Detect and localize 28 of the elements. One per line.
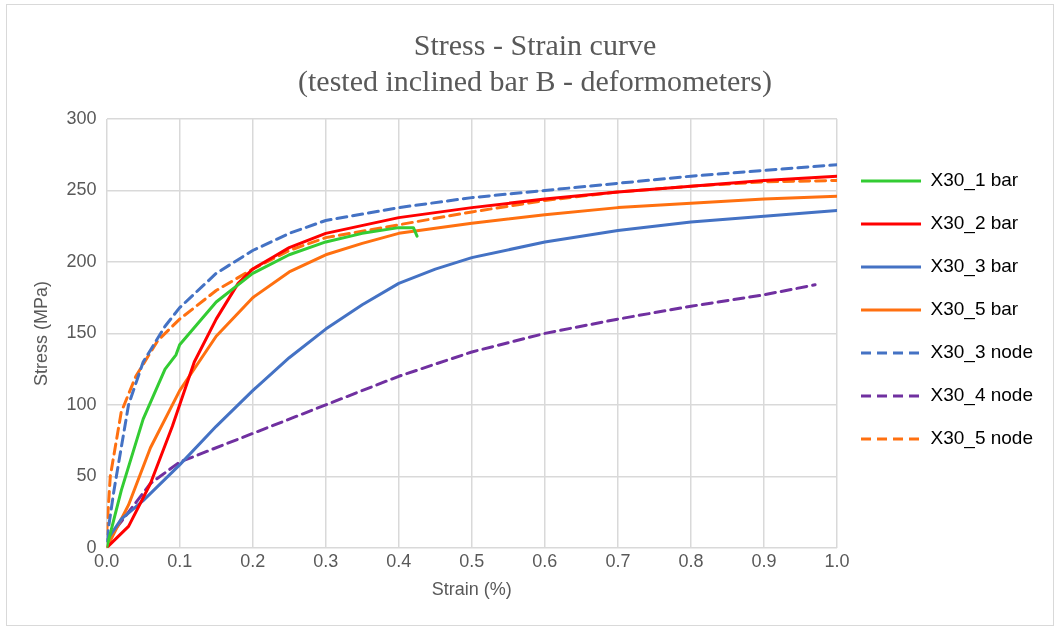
x-axis-title: Strain (%) [431,579,512,600]
y-tick-label: 150 [66,322,97,343]
x-tick-label: 1.0 [824,550,850,571]
y-tick-label: 100 [66,393,97,414]
chart-subtitle: (tested inclined bar B - deformometers) [298,63,772,98]
y-axis-title: Stress (MPa) [30,280,51,386]
x-tick-label: 0.7 [605,550,631,571]
x-tick-label: 0.3 [313,550,339,571]
x-tick-label: 0.1 [167,550,193,571]
y-tick-label: 250 [66,179,97,200]
legend-label: X30_4 node [930,384,1034,407]
y-tick-label: 200 [66,250,97,271]
y-tick-label: 50 [76,465,97,486]
x-tick-label: 0.2 [240,550,266,571]
x-tick-label: 0.5 [459,550,485,571]
y-tick-label: 300 [66,107,97,128]
legend-label: X30_3 node [930,341,1034,364]
x-tick-label: 0.4 [386,550,412,571]
legend-label: X30_1 bar [930,169,1019,192]
legend-label: X30_3 bar [930,255,1019,278]
legend-label: X30_5 node [930,427,1034,450]
legend-label: X30_2 bar [930,212,1019,235]
x-tick-label: 0.6 [532,550,558,571]
x-tick-label: 0.0 [94,550,120,571]
chart-title: Stress - Strain curve [413,27,657,61]
x-tick-label: 0.9 [751,550,777,571]
legend-label: X30_5 bar [930,298,1019,321]
x-tick-label: 0.8 [678,550,704,571]
